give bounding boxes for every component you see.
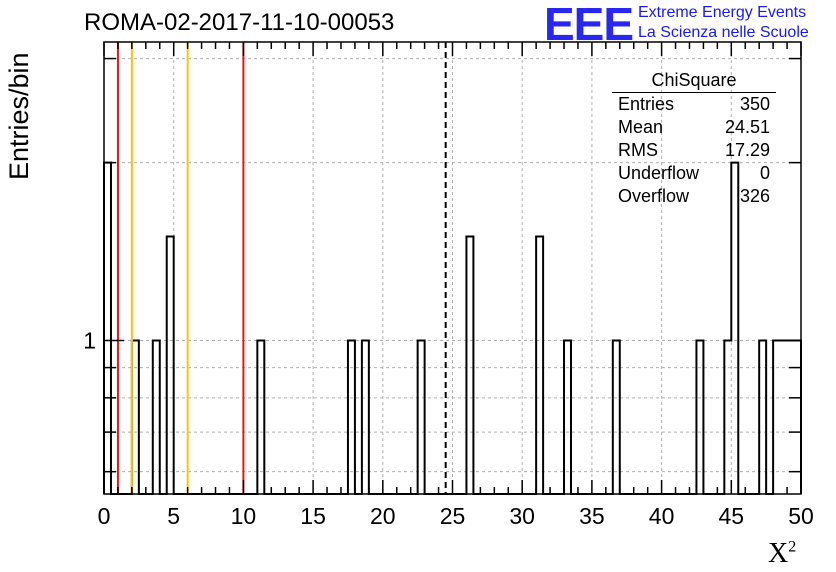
y-tick-label: 1	[83, 328, 96, 354]
x-tick-label: 40	[649, 503, 675, 529]
stats-row: Overflow 326	[612, 185, 776, 208]
logo-line-2: La Scienza nelle Scuole	[638, 24, 809, 41]
stats-label: Entries	[618, 94, 675, 114]
stats-label: RMS	[618, 140, 658, 160]
x-tick-label: 35	[579, 503, 605, 529]
stats-title: ChiSquare	[612, 69, 776, 93]
histogram-bin	[696, 341, 703, 494]
x-axis-label-exponent: 2	[788, 538, 797, 556]
stats-row: Entries 350	[612, 93, 776, 116]
stats-row: RMS 17.29	[612, 139, 776, 162]
stats-row: Mean 24.51	[612, 116, 776, 139]
stats-value: 24.51	[724, 117, 770, 137]
stats-label: Underflow	[618, 163, 700, 183]
grid-lines	[104, 42, 801, 494]
histogram-bin	[418, 341, 425, 494]
histogram-bin	[104, 163, 111, 494]
histogram-bin	[773, 341, 780, 494]
histogram-bin	[132, 341, 139, 494]
eee-logo: EEE	[544, 0, 634, 50]
x-tick-label: 30	[509, 503, 535, 529]
histogram-bin	[362, 341, 369, 494]
histogram-bin	[466, 236, 473, 494]
stats-value: 350	[739, 94, 770, 114]
reference-lines	[116, 42, 447, 494]
histogram-bin	[731, 163, 738, 494]
histogram-bin	[348, 341, 355, 494]
stats-value: 326	[739, 186, 770, 206]
stats-value: 0	[759, 163, 770, 183]
stats-box: ChiSquare Entries 350 Mean 24.51 RMS 17.…	[612, 69, 776, 208]
axis-ticks: 0 5 10 15 20 25 30 35 40 45 50 1	[83, 42, 814, 529]
chart-title: ROMA-02-2017-11-10-00053	[84, 9, 395, 36]
x-tick-label: 15	[300, 503, 326, 529]
stats-label: Overflow	[618, 186, 690, 206]
x-tick-label: 10	[231, 503, 257, 529]
stats-row: Underflow 0	[612, 162, 776, 185]
stats-label: Mean	[618, 117, 664, 137]
histogram-bin	[759, 341, 766, 494]
histogram-bin	[613, 341, 620, 494]
stats-value: 17.29	[724, 140, 770, 160]
histogram-bin	[257, 341, 264, 494]
y-axis-label: Entries/bin	[4, 52, 34, 180]
logo-line-1: Extreme Energy Events	[638, 4, 807, 21]
x-tick-label: 45	[719, 503, 745, 529]
histogram-bin	[167, 236, 174, 494]
histogram-bin	[153, 341, 160, 494]
x-tick-label: 50	[788, 503, 814, 529]
logo-caption: Extreme Energy Events La Scienza nelle S…	[638, 3, 809, 43]
histogram-bin	[780, 341, 787, 494]
histogram-bin	[724, 341, 731, 494]
histogram-bin	[536, 236, 543, 494]
x-tick-label: 20	[370, 503, 396, 529]
x-axis-label-symbol: X	[768, 538, 789, 569]
x-axis-label: X2	[768, 538, 796, 570]
x-tick-label: 0	[98, 503, 111, 529]
x-tick-label: 5	[167, 503, 180, 529]
x-tick-label: 25	[440, 503, 466, 529]
histogram-bin	[564, 341, 571, 494]
